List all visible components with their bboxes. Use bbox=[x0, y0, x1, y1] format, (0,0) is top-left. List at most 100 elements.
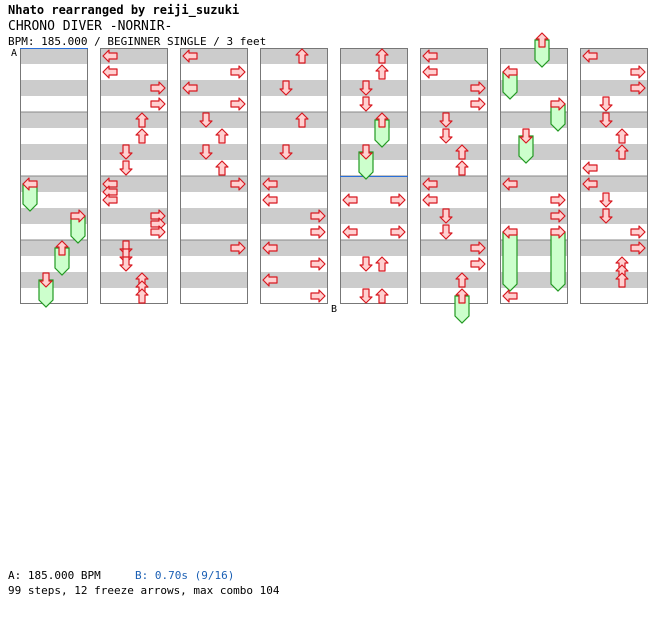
column-border bbox=[580, 48, 648, 304]
beat-stripe bbox=[580, 48, 648, 64]
left-arrow-icon bbox=[22, 177, 38, 191]
column-border bbox=[420, 48, 488, 304]
up-arrow-icon bbox=[55, 240, 69, 256]
beat-stripe bbox=[580, 144, 648, 160]
left-arrow-icon bbox=[342, 193, 358, 207]
beat-stripe bbox=[580, 272, 648, 288]
right-arrow-icon bbox=[310, 209, 326, 223]
beat-stripe bbox=[180, 208, 248, 224]
right-arrow-icon bbox=[310, 289, 326, 303]
beat-stripe bbox=[20, 144, 88, 160]
beat-stripe bbox=[20, 80, 88, 96]
right-arrow-icon bbox=[550, 193, 566, 207]
down-arrow-icon bbox=[599, 192, 613, 208]
left-arrow-icon bbox=[262, 241, 278, 255]
left-arrow-icon bbox=[182, 49, 198, 63]
down-arrow-icon bbox=[439, 112, 453, 128]
right-arrow-icon bbox=[470, 241, 486, 255]
beat-stripe bbox=[100, 176, 168, 192]
beat-stripe bbox=[20, 240, 88, 256]
up-arrow-icon bbox=[375, 64, 389, 80]
down-arrow-icon bbox=[439, 224, 453, 240]
beat-stripe bbox=[340, 112, 408, 128]
up-arrow-icon bbox=[215, 128, 229, 144]
beat-stripe bbox=[420, 80, 488, 96]
left-arrow-icon bbox=[502, 65, 518, 79]
left-arrow-icon bbox=[502, 177, 518, 191]
right-arrow-icon bbox=[230, 97, 246, 111]
up-arrow-icon bbox=[455, 144, 469, 160]
up-arrow-icon bbox=[615, 272, 629, 288]
beat-stripe bbox=[340, 208, 408, 224]
freeze-arrow bbox=[38, 279, 54, 308]
down-arrow-icon bbox=[359, 144, 373, 160]
beat-stripe bbox=[500, 48, 568, 64]
down-arrow-icon bbox=[519, 128, 533, 144]
up-arrow-icon bbox=[375, 256, 389, 272]
beat-stripe bbox=[500, 208, 568, 224]
left-arrow-icon bbox=[262, 177, 278, 191]
beat-stripe bbox=[180, 176, 248, 192]
right-arrow-icon bbox=[230, 177, 246, 191]
right-arrow-icon bbox=[630, 225, 646, 239]
beat-stripe bbox=[580, 176, 648, 192]
beat-stripe bbox=[420, 240, 488, 256]
beat-stripe bbox=[20, 272, 88, 288]
up-arrow-icon bbox=[375, 112, 389, 128]
left-arrow-icon bbox=[262, 273, 278, 287]
down-arrow-icon bbox=[599, 112, 613, 128]
bpm-readout: A: 185.000 BPM bbox=[8, 569, 101, 582]
song-artist: Nhato rearranged by reiji_suzuki bbox=[8, 3, 240, 17]
up-arrow-icon bbox=[375, 288, 389, 304]
right-arrow-icon bbox=[390, 225, 406, 239]
down-arrow-icon bbox=[199, 112, 213, 128]
down-arrow-icon bbox=[39, 272, 53, 288]
up-arrow-icon bbox=[455, 160, 469, 176]
down-arrow-icon bbox=[279, 80, 293, 96]
right-arrow-icon bbox=[470, 257, 486, 271]
left-arrow-icon bbox=[422, 49, 438, 63]
beat-stripe bbox=[180, 240, 248, 256]
down-arrow-icon bbox=[119, 256, 133, 272]
step-stats: 99 steps, 12 freeze arrows, max combo 10… bbox=[8, 584, 280, 597]
left-arrow-icon bbox=[102, 65, 118, 79]
down-arrow-icon bbox=[359, 288, 373, 304]
beat-stripe bbox=[340, 48, 408, 64]
beat-stripe bbox=[260, 48, 328, 64]
beat-stripe bbox=[260, 80, 328, 96]
beat-stripe bbox=[500, 176, 568, 192]
down-arrow-icon bbox=[599, 208, 613, 224]
right-arrow-icon bbox=[310, 257, 326, 271]
up-arrow-icon bbox=[455, 288, 469, 304]
beat-stripe bbox=[260, 272, 328, 288]
beat-stripe bbox=[180, 144, 248, 160]
beat-stripe bbox=[20, 48, 88, 64]
right-arrow-icon bbox=[550, 97, 566, 111]
left-arrow-icon bbox=[422, 193, 438, 207]
right-arrow-icon bbox=[310, 225, 326, 239]
right-arrow-icon bbox=[150, 225, 166, 239]
up-arrow-icon bbox=[615, 128, 629, 144]
up-arrow-icon bbox=[135, 112, 149, 128]
beat-stripe bbox=[340, 80, 408, 96]
right-arrow-icon bbox=[230, 241, 246, 255]
beat-stripe bbox=[420, 272, 488, 288]
freeze-arrow bbox=[518, 135, 534, 164]
column-border bbox=[500, 48, 568, 304]
beat-stripe bbox=[260, 144, 328, 160]
beat-stripe bbox=[580, 80, 648, 96]
column-border bbox=[260, 48, 328, 304]
chart-info: BPM: 185.000 / BEGINNER SINGLE / 3 feet bbox=[8, 35, 267, 48]
beat-stripe bbox=[580, 208, 648, 224]
beat-stripe bbox=[580, 112, 648, 128]
beat-stripe bbox=[580, 240, 648, 256]
left-arrow-icon bbox=[342, 225, 358, 239]
left-arrow-icon bbox=[182, 81, 198, 95]
marker-b-readout: B: 0.70s (9/16) bbox=[135, 569, 235, 582]
right-arrow-icon bbox=[470, 97, 486, 111]
down-arrow-icon bbox=[439, 208, 453, 224]
column-border bbox=[180, 48, 248, 304]
right-arrow-icon bbox=[630, 241, 646, 255]
beat-stripe bbox=[260, 176, 328, 192]
left-arrow-icon bbox=[582, 49, 598, 63]
